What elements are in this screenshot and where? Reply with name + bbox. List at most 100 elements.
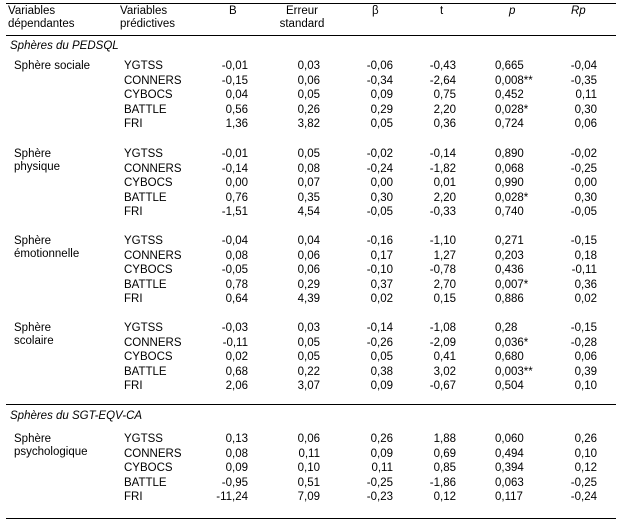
cell-beta: 0,30 xyxy=(370,191,393,204)
predictor-name: CYBOCS xyxy=(124,177,173,190)
cell-se: 0,05 xyxy=(297,336,320,349)
cell-t: 2,20 xyxy=(433,191,456,204)
cell-rp: 0,06 xyxy=(574,118,597,131)
predictor-name: FRI xyxy=(124,491,143,504)
cell-b: 0,09 xyxy=(225,462,248,475)
cell-b: 0,08 xyxy=(225,249,248,262)
predictor-name: CONNERS xyxy=(124,162,182,175)
group-label: Sphère psychologique xyxy=(14,433,88,458)
cell-p: 0,680 xyxy=(495,351,524,364)
cell-beta: 0,05 xyxy=(370,351,393,364)
cell-se: 0,05 xyxy=(297,148,320,160)
cell-t: 1,27 xyxy=(433,249,456,262)
cell-p: 0,504 xyxy=(495,380,524,393)
cell-se: 0,05 xyxy=(297,351,320,364)
cell-se: 0,06 xyxy=(297,74,320,87)
cell-beta: -0,14 xyxy=(366,322,393,334)
cell-rp: 0,30 xyxy=(574,191,597,204)
cell-se: 0,35 xyxy=(297,191,320,204)
table-rule xyxy=(6,404,616,405)
predictor-name: FRI xyxy=(124,118,143,131)
cell-t: 0,12 xyxy=(433,491,456,504)
predictor-name: FRI xyxy=(124,206,143,219)
predictor-name: YGTSS xyxy=(124,322,163,334)
header-b: B xyxy=(229,5,237,17)
cell-t: -0,33 xyxy=(429,206,456,219)
cell-t: 0,36 xyxy=(433,118,456,131)
cell-beta: 0,02 xyxy=(370,293,393,306)
predictor-name: CONNERS xyxy=(124,447,182,460)
cell-rp: 0,12 xyxy=(574,462,597,475)
predictor-name: CYBOCS xyxy=(124,264,173,277)
cell-rp: 0,10 xyxy=(574,380,597,393)
cell-p: 0,271 xyxy=(495,235,524,247)
cell-beta: -0,05 xyxy=(366,206,393,219)
cell-beta: -0,24 xyxy=(366,162,393,175)
cell-t: 0,85 xyxy=(433,462,456,475)
cell-b: 0,68 xyxy=(225,365,248,378)
cell-se: 0,51 xyxy=(297,476,320,489)
cell-rp: -0,15 xyxy=(570,322,597,334)
cell-b: -0,04 xyxy=(221,235,248,247)
cell-p: 0,063 xyxy=(495,476,524,489)
predictor-name: BATTLE xyxy=(124,278,167,291)
header-beta: β xyxy=(372,5,379,17)
cell-t: 0,01 xyxy=(433,177,456,190)
cell-b: -0,14 xyxy=(221,162,248,175)
predictor-name: CONNERS xyxy=(124,249,182,262)
cell-beta: -0,06 xyxy=(366,60,393,72)
cell-se: 0,04 xyxy=(297,235,320,247)
predictor-name: FRI xyxy=(124,293,143,306)
cell-beta: 0,09 xyxy=(370,89,393,102)
cell-t: -1,10 xyxy=(429,235,456,247)
cell-rp: -0,25 xyxy=(570,476,597,489)
cell-beta: 0,37 xyxy=(370,278,393,291)
cell-p: 0,740 xyxy=(495,206,524,219)
cell-rp: 0,10 xyxy=(574,447,597,460)
cell-t: -0,67 xyxy=(429,380,456,393)
predictor-name: BATTLE xyxy=(124,365,167,378)
header-dependent-variables: Variables dépendantes xyxy=(8,5,75,30)
cell-se: 0,06 xyxy=(297,249,320,262)
predictor-name: CONNERS xyxy=(124,74,182,87)
cell-p: 0,394 xyxy=(495,462,524,475)
predictor-name: FRI xyxy=(124,380,143,393)
cell-b: 0,00 xyxy=(225,177,248,190)
cell-p: 0,436 xyxy=(495,264,524,277)
table-rule xyxy=(6,3,616,4)
cell-beta: -0,34 xyxy=(366,74,393,87)
cell-rp: 0,00 xyxy=(574,177,597,190)
section-title: Sphères du PEDSQL xyxy=(10,40,119,52)
predictor-name: BATTLE xyxy=(124,476,167,489)
cell-rp: -0,25 xyxy=(570,162,597,175)
predictor-name: YGTSS xyxy=(124,60,163,72)
header-standard-error: Erreur standard xyxy=(279,5,325,30)
cell-beta: 0,09 xyxy=(370,447,393,460)
cell-p: 0,008** xyxy=(495,74,533,87)
table-rule xyxy=(6,518,616,519)
cell-b: 0,02 xyxy=(225,351,248,364)
cell-b: -11,24 xyxy=(216,491,248,504)
cell-se: 0,06 xyxy=(297,433,320,445)
cell-beta: 0,29 xyxy=(370,103,393,116)
cell-se: 4,54 xyxy=(297,206,320,219)
cell-beta: -0,26 xyxy=(366,336,393,349)
cell-b: -0,05 xyxy=(221,264,248,277)
cell-b: 2,06 xyxy=(225,380,248,393)
cell-beta: 0,38 xyxy=(370,365,393,378)
table-rule xyxy=(6,35,616,36)
header-t: t xyxy=(440,5,444,17)
cell-p: 0,036* xyxy=(495,336,529,349)
header-rp: Rp xyxy=(571,5,586,17)
cell-p: 0,890 xyxy=(495,148,524,160)
cell-rp: -0,28 xyxy=(570,336,597,349)
cell-se: 0,22 xyxy=(297,365,320,378)
cell-b: 0,56 xyxy=(225,103,248,116)
predictor-name: BATTLE xyxy=(124,191,167,204)
cell-se: 0,06 xyxy=(297,264,320,277)
cell-se: 0,26 xyxy=(297,103,320,116)
cell-t: -0,78 xyxy=(429,264,456,277)
cell-rp: -0,05 xyxy=(570,206,597,219)
cell-rp: 0,26 xyxy=(574,433,597,445)
cell-t: -0,14 xyxy=(429,148,456,160)
